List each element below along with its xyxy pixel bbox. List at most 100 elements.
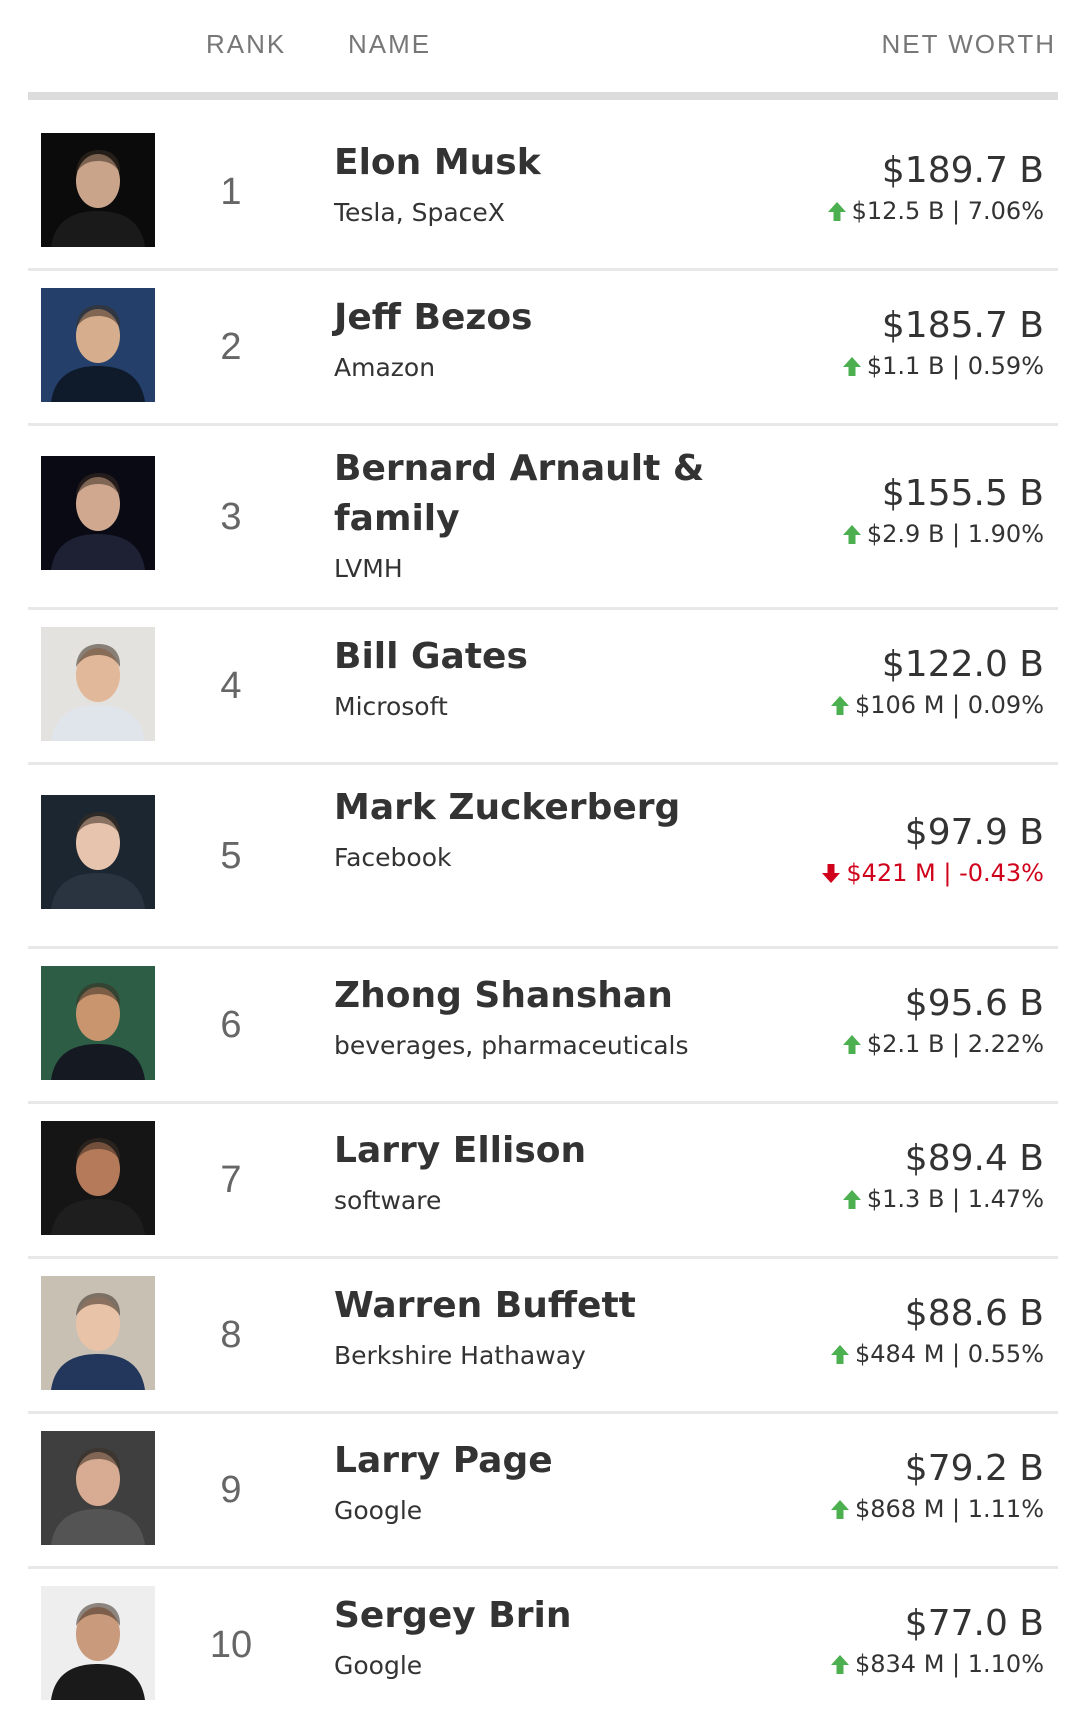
wealth-source: LVMH (334, 554, 403, 583)
daily-change: $421 M | -0.43% (724, 857, 1044, 889)
net-worth-value: $88.6 B (904, 1293, 1044, 1334)
daily-change: $868 M | 1.11% (724, 1493, 1044, 1525)
wealth-source: software (334, 1186, 442, 1215)
name-column-header[interactable]: NAME (348, 29, 432, 59)
net-worth-block: $79.2 B $868 M | 1.11% (724, 1447, 1044, 1525)
portrait-photo (41, 1586, 155, 1700)
daily-change: $834 M | 1.10% (724, 1648, 1044, 1680)
person-info: Warren Buffett Berkshire Hathaway (334, 1281, 754, 1373)
billionaire-row[interactable]: 3 Bernard Arnault & family LVMH $155.5 B $2.… (28, 426, 1058, 610)
net-worth-value: $77.0 B (904, 1603, 1044, 1644)
daily-change: $12.5 B | 7.06% (724, 195, 1044, 227)
portrait-photo (41, 133, 155, 247)
person-name[interactable]: Sergey Brin (334, 1595, 572, 1636)
wealth-source: Facebook (334, 843, 452, 872)
change-text: $868 M | 1.11% (855, 1495, 1044, 1523)
billionaire-row[interactable]: 1 Elon Musk Tesla, SpaceX $189.7 B $12.5 B |… (28, 116, 1058, 271)
change-text: $2.1 B | 2.22% (866, 1030, 1044, 1058)
daily-change: $2.1 B | 2.22% (724, 1028, 1044, 1060)
rank-number: 10 (209, 1624, 253, 1666)
rank-column-header[interactable]: RANK (206, 29, 287, 59)
arrow-up-icon (829, 1498, 851, 1520)
rank-number: 8 (220, 1314, 242, 1356)
arrow-up-icon (826, 200, 848, 222)
billionaire-row[interactable]: 9 Larry Page Google $79.2 B $868 M | 1.11% (28, 1414, 1058, 1569)
arrow-up-icon (841, 1188, 863, 1210)
rank-number: 3 (220, 496, 242, 538)
table-header: RANK NAME NET WORTH (28, 0, 1058, 100)
change-text: $106 M | 0.09% (855, 691, 1044, 719)
daily-change: $1.3 B | 1.47% (724, 1183, 1044, 1215)
arrow-down-icon (820, 862, 842, 884)
net-worth-block: $189.7 B $12.5 B | 7.06% (724, 149, 1044, 227)
portrait-photo (41, 627, 155, 741)
daily-change: $1.1 B | 0.59% (724, 350, 1044, 382)
wealth-source: Berkshire Hathaway (334, 1341, 586, 1370)
person-name[interactable]: Bernard Arnault & family (334, 448, 705, 539)
net-worth-value: $95.6 B (904, 983, 1044, 1024)
person-info: Elon Musk Tesla, SpaceX (334, 138, 754, 230)
person-name[interactable]: Larry Ellison (334, 1130, 587, 1171)
person-name[interactable]: Mark Zuckerberg (334, 787, 681, 828)
net-worth-block: $88.6 B $484 M | 0.55% (724, 1292, 1044, 1370)
net-worth-column-header[interactable]: NET WORTH (881, 29, 1056, 59)
portrait-photo (41, 288, 155, 402)
billionaire-row[interactable]: 8 Warren Buffett Berkshire Hathaway $88.6 B… (28, 1259, 1058, 1414)
billionaire-row[interactable]: 4 Bill Gates Microsoft $122.0 B $106 M | 0.0… (28, 610, 1058, 765)
rank-number: 9 (220, 1469, 242, 1511)
person-name[interactable]: Jeff Bezos (334, 297, 533, 338)
net-worth-block: $77.0 B $834 M | 1.10% (724, 1602, 1044, 1680)
daily-change: $2.9 B | 1.90% (724, 518, 1044, 550)
portrait-photo (41, 456, 155, 570)
net-worth-block: $89.4 B $1.3 B | 1.47% (724, 1137, 1044, 1215)
wealth-source: Google (334, 1496, 423, 1525)
net-worth-block: $97.9 B $421 M | -0.43% (724, 811, 1044, 889)
person-name[interactable]: Zhong Shanshan (334, 975, 673, 1016)
arrow-up-icon (829, 1653, 851, 1675)
rank-number: 4 (220, 665, 242, 707)
rank-number: 6 (220, 1004, 242, 1046)
portrait-photo (41, 1431, 155, 1545)
change-text: $484 M | 0.55% (855, 1340, 1044, 1368)
person-name[interactable]: Bill Gates (334, 636, 528, 677)
net-worth-value: $97.9 B (904, 812, 1044, 853)
person-info: Bernard Arnault & family LVMH (334, 444, 754, 586)
billionaire-row[interactable]: 7 Larry Ellison software $89.4 B $1.3 B | 1.… (28, 1104, 1058, 1259)
change-text: $421 M | -0.43% (846, 859, 1044, 887)
net-worth-value: $122.0 B (881, 644, 1044, 685)
net-worth-block: $185.7 B $1.1 B | 0.59% (724, 304, 1044, 382)
person-name[interactable]: Warren Buffett (334, 1285, 636, 1326)
person-name[interactable]: Larry Page (334, 1440, 553, 1481)
change-text: $1.3 B | 1.47% (866, 1185, 1044, 1213)
wealth-source: Tesla, SpaceX (334, 198, 505, 227)
rank-number: 5 (220, 835, 242, 877)
rank-number: 7 (220, 1159, 242, 1201)
change-text: $12.5 B | 7.06% (851, 197, 1044, 225)
person-info: Larry Ellison software (334, 1126, 754, 1218)
portrait-photo (41, 1121, 155, 1235)
net-worth-value: $189.7 B (881, 150, 1044, 191)
net-worth-block: $122.0 B $106 M | 0.09% (724, 643, 1044, 721)
billionaire-row[interactable]: 5 Mark Zuckerberg Facebook $97.9 B $421 M | … (28, 765, 1058, 949)
wealth-source: Google (334, 1651, 423, 1680)
net-worth-block: $155.5 B $2.9 B | 1.90% (724, 472, 1044, 550)
daily-change: $484 M | 0.55% (724, 1338, 1044, 1370)
billionaire-row[interactable]: 6 Zhong Shanshan beverages, pharmaceutical… (28, 949, 1058, 1104)
arrow-up-icon (841, 523, 863, 545)
daily-change: $106 M | 0.09% (724, 689, 1044, 721)
wealth-source: beverages, pharmaceuticals (334, 1031, 689, 1060)
portrait-photo (41, 795, 155, 909)
person-name[interactable]: Elon Musk (334, 142, 541, 183)
billionaires-list: 1 Elon Musk Tesla, SpaceX $189.7 B $12.5 B |… (28, 116, 1058, 1724)
rank-number: 1 (220, 171, 242, 213)
net-worth-block: $95.6 B $2.1 B | 2.22% (724, 982, 1044, 1060)
billionaire-row[interactable]: 10 Sergey Brin Google $77.0 B $834 M | 1.10% (28, 1569, 1058, 1724)
billionaire-row[interactable]: 2 Jeff Bezos Amazon $185.7 B $1.1 B | 0.59% (28, 271, 1058, 426)
change-text: $834 M | 1.10% (855, 1650, 1044, 1678)
arrow-up-icon (829, 1343, 851, 1365)
person-info: Sergey Brin Google (334, 1591, 754, 1683)
person-info: Larry Page Google (334, 1436, 754, 1528)
wealth-source: Microsoft (334, 692, 448, 721)
person-info: Jeff Bezos Amazon (334, 293, 754, 385)
